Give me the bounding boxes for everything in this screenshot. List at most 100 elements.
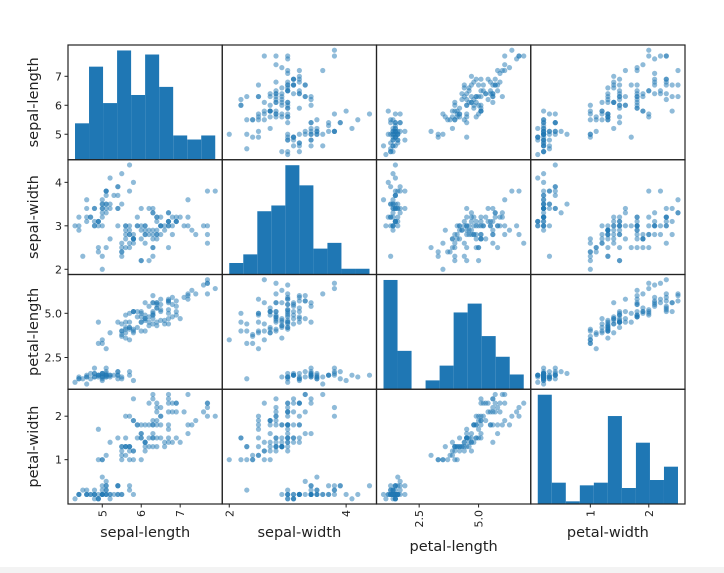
scatter-point [103, 483, 109, 489]
scatter-point [302, 82, 308, 88]
scatter-point [343, 377, 349, 384]
scatter-point [509, 413, 515, 419]
scatter-point [464, 435, 470, 441]
scatter-point [261, 457, 267, 463]
scatter-point [464, 426, 470, 432]
scatter-point [84, 381, 90, 387]
scatter-point [261, 108, 267, 114]
scatter-point [605, 244, 611, 251]
scatter-point [502, 231, 508, 238]
scatter-point [138, 422, 144, 428]
scatter-point [605, 335, 611, 341]
scatter-point [285, 374, 291, 380]
scatter-point [392, 483, 398, 489]
scatter-point [255, 444, 262, 450]
scatter-point [616, 257, 623, 264]
scatter-point [675, 67, 681, 74]
scatter-point [308, 430, 314, 437]
scatter-point [454, 457, 460, 463]
scatter-point [447, 452, 453, 458]
scatter-point [388, 184, 394, 190]
scatter-point [587, 249, 593, 255]
scatter-point [337, 120, 343, 126]
scatter-point [541, 171, 547, 177]
scatter-point [165, 223, 172, 229]
scatter-point [669, 108, 675, 114]
scatter-point [380, 491, 387, 498]
scatter-point [663, 53, 669, 59]
scatter-point [204, 400, 211, 406]
scatter-point [126, 319, 133, 325]
scatter-point [652, 91, 658, 97]
scatter-point [461, 117, 467, 123]
scatter-point [646, 114, 652, 120]
scatter-point [95, 426, 101, 432]
scatter-point [204, 413, 211, 419]
scatter-point [611, 330, 617, 336]
scatter-point [146, 227, 152, 233]
scatter-point [464, 244, 470, 251]
scatter-point [473, 236, 479, 242]
scatter-point [464, 430, 470, 437]
scatter-point [492, 76, 498, 82]
x-tick-label: 5 [96, 510, 109, 517]
scatter-point [119, 321, 125, 327]
scatter-point [402, 491, 408, 498]
scatter-point [587, 257, 593, 264]
scatter-point [663, 223, 669, 229]
histogram-bar [285, 165, 300, 275]
scatter-point [154, 236, 160, 242]
scatter-point [331, 285, 338, 292]
scatter-point [285, 120, 291, 126]
scatter-point [541, 122, 547, 129]
scatter-point [296, 79, 302, 85]
scatter-point [296, 491, 302, 498]
scatter-point [541, 179, 547, 185]
scatter-point [123, 244, 129, 251]
histogram-bar [649, 480, 664, 504]
scatter-point [502, 400, 508, 406]
histogram-bar [397, 350, 412, 390]
scatter-point [428, 244, 434, 251]
histogram-bar [173, 135, 188, 160]
scatter-point [652, 282, 658, 288]
scatter-point [119, 328, 125, 334]
scatter-point [640, 93, 646, 100]
scatter-point [204, 223, 211, 229]
scatter-point [238, 457, 244, 463]
scatter-point [392, 122, 398, 129]
scatter-point [466, 444, 472, 450]
scatter-point [468, 218, 475, 225]
scatter-point [325, 372, 332, 378]
scatter-point [72, 379, 78, 385]
scatter-point [541, 137, 547, 143]
scatter-point [314, 131, 320, 137]
scatter-point [492, 400, 498, 406]
scatter-point [657, 188, 664, 194]
scatter-point [337, 376, 343, 382]
scatter-point [616, 231, 623, 238]
scatter-point [392, 111, 398, 117]
scatter-point [279, 435, 285, 441]
scatter-point [669, 218, 675, 225]
scatter-point [478, 105, 484, 111]
scatter-point [535, 134, 541, 140]
scatter-point [440, 111, 446, 117]
scatter-point [146, 257, 152, 264]
scatter-point [119, 171, 125, 177]
y-tick-label: 5.0 [45, 307, 63, 320]
histogram-bar [565, 501, 580, 504]
histogram-bar [257, 211, 272, 275]
scatter-point [499, 210, 505, 216]
scatter-point [366, 483, 373, 489]
scatter-point [273, 422, 279, 428]
scatter-point [204, 231, 211, 238]
scatter-point [255, 413, 262, 419]
scatter-point [497, 214, 503, 220]
y-tick-label: 2 [55, 410, 62, 423]
scatter-point [285, 282, 291, 288]
scatter-point [158, 435, 164, 441]
scatter-point [331, 280, 338, 286]
scatter-point [130, 231, 137, 238]
scatter-point [130, 308, 137, 315]
